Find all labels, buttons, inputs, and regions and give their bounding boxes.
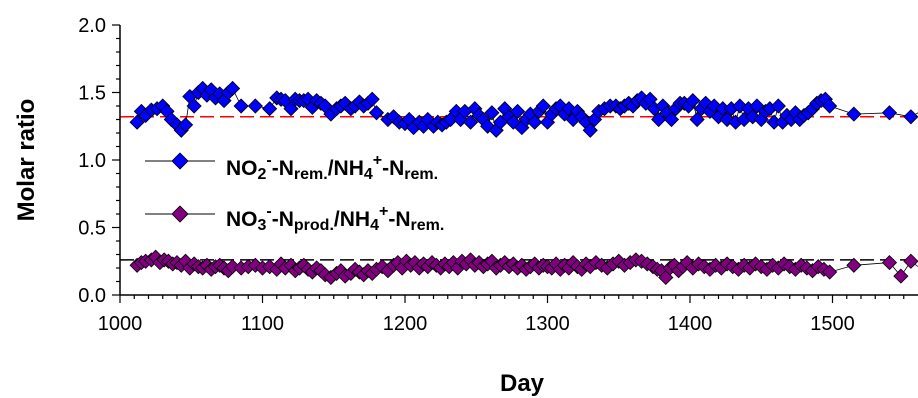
series-1-point	[651, 111, 667, 128]
x-tick-label: 1500	[810, 313, 855, 335]
y-tick-label: 1.5	[78, 83, 106, 105]
legend-label-series-2: NO3--Nprod./NH4+-Nrem.	[226, 203, 444, 234]
x-ticks: 1000 1100 1200 1300 1400 1500	[98, 295, 905, 335]
y-tick-label: 0.0	[78, 285, 106, 307]
series-1-point	[177, 117, 194, 133]
y-tick-label: 0.5	[78, 218, 106, 240]
plot-area	[120, 80, 918, 286]
series-2-point	[846, 257, 862, 273]
series-1-point	[233, 98, 249, 114]
x-tick-label: 1000	[98, 313, 143, 335]
series-1-point	[129, 114, 145, 130]
series-2-point	[893, 268, 909, 284]
y-axis-title: Molar ratio	[13, 99, 40, 222]
legend-marker-series-1	[171, 152, 189, 170]
x-tick-label: 1200	[383, 313, 428, 335]
series-1-point	[484, 105, 500, 121]
x-axis-title: Day	[500, 370, 545, 397]
series-1-point	[685, 93, 701, 109]
series-1-point	[527, 114, 543, 130]
series-1-point	[247, 98, 263, 114]
series-1-point	[535, 98, 551, 114]
y-tick-label: 2.0	[78, 15, 106, 37]
series-1-point	[510, 103, 526, 119]
y-axis: 0.0 0.5 1.0 1.5 2.0	[78, 15, 121, 307]
legend-item-series-2: NO3--Nprod./NH4+-Nrem.	[145, 203, 444, 234]
legend-marker-series-2	[171, 205, 189, 223]
series-1-point	[262, 101, 278, 117]
series-2	[129, 249, 918, 286]
x-axis: 1000 1100 1200 1300 1400 1500	[98, 294, 918, 335]
series-1-point	[582, 122, 598, 138]
series-2-point	[903, 253, 918, 269]
y-tick-label: 1.0	[78, 150, 106, 172]
series-1-point	[663, 111, 680, 128]
series-1-point	[770, 98, 786, 114]
series-1-point	[903, 109, 918, 125]
series-1-point	[689, 111, 705, 128]
series-1-point	[364, 91, 380, 107]
x-tick-label: 1400	[668, 313, 713, 335]
series-2-point	[881, 255, 898, 271]
series-1-point	[846, 106, 862, 122]
series-1-point	[881, 105, 898, 121]
legend-item-series-1: NO2--Nrem./NH4+-Nrem.	[145, 152, 438, 183]
x-tick-label: 1300	[525, 313, 570, 335]
series-2-point	[822, 264, 838, 280]
x-tick-label: 1100	[241, 313, 284, 335]
series-1-point	[186, 98, 202, 114]
y-ticks: 0.0 0.5 1.0 1.5 2.0	[78, 15, 120, 307]
series-1-point	[822, 98, 838, 114]
series-1-point	[462, 114, 479, 130]
series-layer	[129, 80, 918, 286]
series-1	[129, 80, 918, 138]
series-1-point	[368, 105, 385, 121]
legend-label-series-1: NO2--Nrem./NH4+-Nrem.	[226, 152, 438, 183]
series-1-point	[225, 80, 241, 97]
legend: NO2--Nrem./NH4+-Nrem. NO3--Nprod./NH4+-N…	[145, 152, 444, 234]
